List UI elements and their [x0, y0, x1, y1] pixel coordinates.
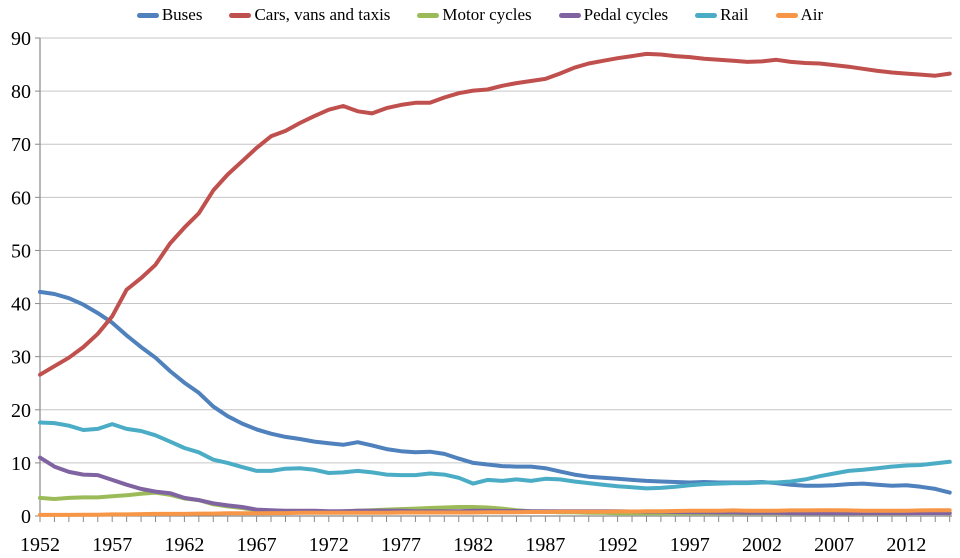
x-tick-label: 1987 [525, 534, 565, 556]
x-tick-label: 1967 [237, 534, 277, 556]
legend-item-motor-cycles: Motor cycles [417, 5, 532, 25]
x-tick-label: 1957 [92, 534, 132, 556]
x-tick-label: 1982 [453, 534, 493, 556]
y-tick-label: 40 [11, 294, 31, 316]
legend-line-swatch [695, 12, 718, 18]
x-tick-label: 1997 [670, 534, 710, 556]
legend-line-swatch [775, 12, 798, 18]
y-tick-label: 80 [11, 81, 31, 103]
y-tick-label: 30 [11, 347, 31, 369]
series-line-cars-vans-and-taxis [38, 51, 952, 377]
y-tick-label: 0 [21, 506, 31, 528]
legend-line-swatch [417, 12, 440, 18]
x-tick-label: 1962 [164, 534, 204, 556]
y-tick-label: 50 [11, 240, 31, 262]
legend-line-swatch [229, 12, 252, 18]
series-line-air [38, 508, 952, 517]
x-tick-label: 1992 [598, 534, 638, 556]
x-tick-label: 1952 [20, 534, 60, 556]
series-line-rail [38, 420, 952, 491]
y-tick-label: 60 [11, 187, 31, 209]
legend-label: Pedal cycles [583, 5, 669, 24]
y-tick-label: 90 [11, 28, 31, 50]
y-tick-label: 70 [11, 134, 31, 156]
legend-label: Air [800, 5, 824, 24]
chart-legend: Buses Cars, vans and taxis Motor cycles Ped… [0, 3, 960, 27]
y-tick-label: 10 [11, 453, 31, 475]
legend-line-swatch [558, 12, 581, 18]
legend-label: Motor cycles [442, 5, 532, 24]
legend-label: Rail [720, 5, 749, 24]
x-tick-label: 2007 [814, 534, 854, 556]
legend-line-swatch [136, 12, 159, 18]
legend-label: Cars, vans and taxis [254, 5, 391, 24]
x-tick-label: 1977 [381, 534, 421, 556]
legend-item-cars-vans-and-taxis: Cars, vans and taxis [229, 5, 390, 25]
legend-item-pedal-cycles: Pedal cycles [558, 5, 669, 25]
x-tick-label: 2002 [742, 534, 782, 556]
series-line-buses [38, 289, 952, 495]
legend-item-rail: Rail [695, 5, 749, 25]
y-tick-label: 20 [11, 400, 31, 422]
x-tick-label: 2012 [886, 534, 926, 556]
legend-item-buses: Buses [136, 5, 203, 25]
legend-item-air: Air [775, 5, 824, 25]
legend-label: Buses [161, 5, 203, 24]
x-tick-label: 1972 [309, 534, 349, 556]
